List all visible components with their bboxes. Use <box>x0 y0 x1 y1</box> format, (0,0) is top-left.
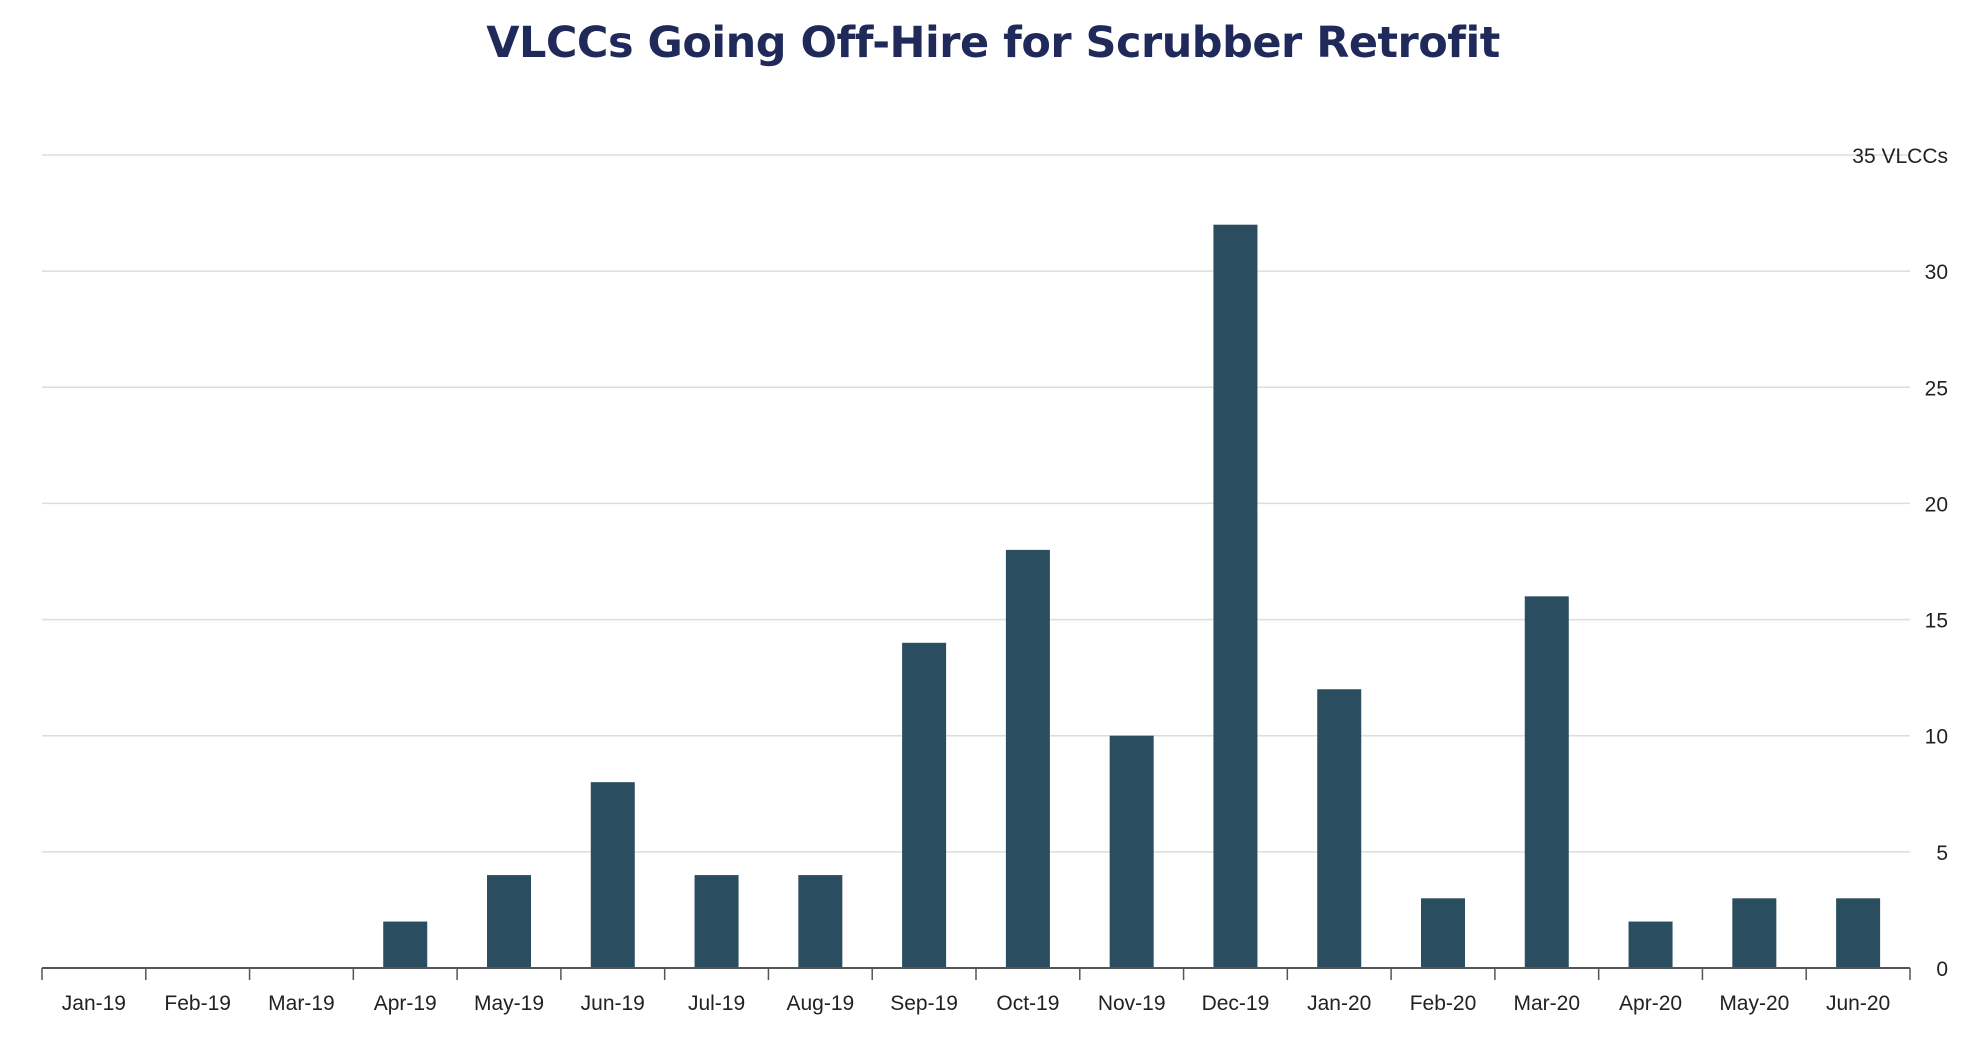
x-tick-label: Aug-19 <box>786 992 854 1015</box>
bar <box>902 642 947 968</box>
bar <box>590 782 635 968</box>
x-tick-label: Feb-20 <box>1410 992 1477 1015</box>
x-tick-label: Nov-19 <box>1098 992 1166 1015</box>
bar <box>1005 549 1050 968</box>
x-tick-label: Oct-19 <box>996 992 1059 1015</box>
y-tick-label: 25 <box>1925 377 1948 400</box>
x-tick-label: May-20 <box>1719 992 1789 1015</box>
bar <box>1421 898 1465 968</box>
y-tick-label: 20 <box>1925 493 1948 516</box>
x-tick-label: May-19 <box>474 992 544 1015</box>
x-tick-label: Feb-19 <box>164 992 231 1015</box>
bar <box>1317 689 1362 968</box>
x-tick-label: Apr-19 <box>374 992 437 1015</box>
x-tick-label: Jun-19 <box>581 992 645 1015</box>
y-tick-label: 5 <box>1936 842 1948 865</box>
x-tick-label: Jul-19 <box>688 992 745 1015</box>
bar <box>694 875 739 968</box>
y-tick-label: 10 <box>1925 726 1948 749</box>
bar <box>1109 735 1154 968</box>
bar <box>1213 224 1258 968</box>
bar <box>1524 596 1569 968</box>
bar <box>798 875 843 968</box>
bar <box>383 921 428 968</box>
x-tick-label: Sep-19 <box>890 992 958 1015</box>
x-tick-label: Apr-20 <box>1619 992 1682 1015</box>
x-tick-label: Jan-20 <box>1307 992 1371 1015</box>
x-tick-label: Dec-19 <box>1202 992 1270 1015</box>
bar <box>1628 921 1673 968</box>
chart-title: VLCCs Going Off-Hire for Scrubber Retrof… <box>486 18 1500 68</box>
y-tick-label: 0 <box>1936 958 1948 981</box>
x-tick-label: Mar-20 <box>1514 992 1581 1015</box>
y-top-label: 35 VLCCs <box>1852 145 1948 168</box>
x-tick-label: Mar-19 <box>268 992 335 1015</box>
bar <box>487 875 531 968</box>
x-tick-label: Jun-20 <box>1826 992 1890 1015</box>
x-tick-label: Jan-19 <box>62 992 126 1015</box>
bar <box>1836 898 1881 968</box>
y-tick-label: 30 <box>1925 261 1948 284</box>
y-tick-label: 15 <box>1925 610 1948 633</box>
bar <box>1732 898 1777 968</box>
